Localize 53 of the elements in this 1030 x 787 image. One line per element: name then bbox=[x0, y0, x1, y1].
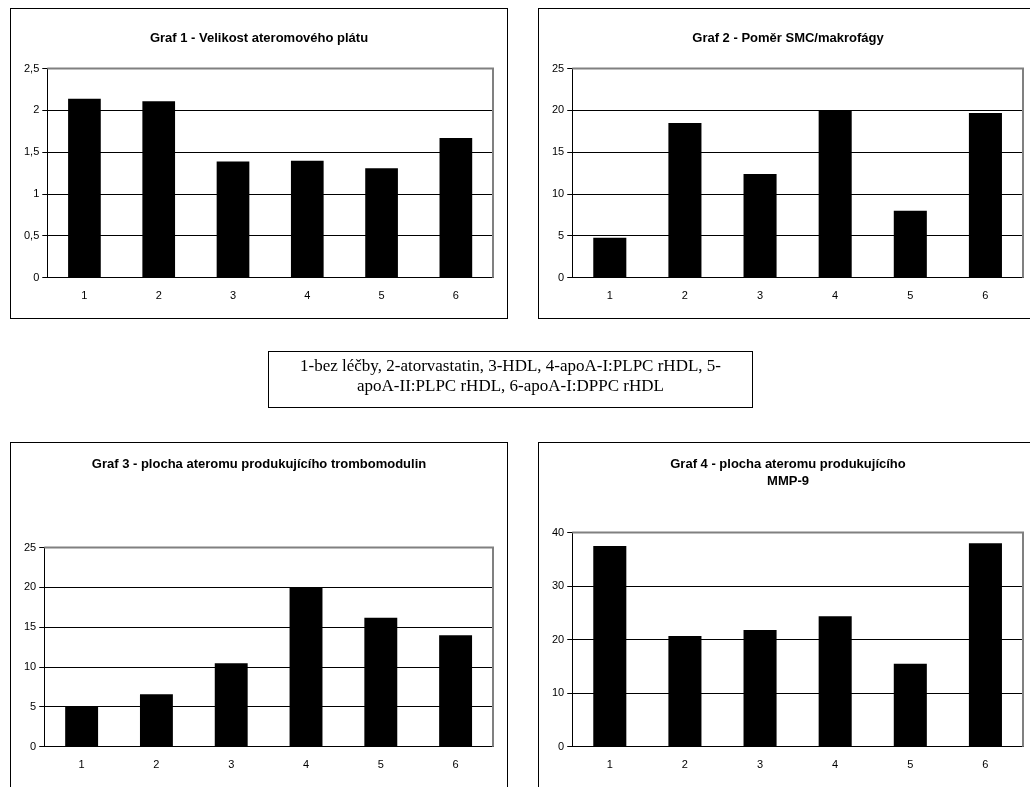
y-tick-label: 1 bbox=[33, 187, 40, 200]
y-tick-label: 0 bbox=[558, 739, 565, 752]
y-tick-label: 2,5 bbox=[23, 61, 40, 74]
bar bbox=[593, 237, 627, 278]
x-tick-label: 6 bbox=[452, 289, 459, 302]
x-tick-label: 2 bbox=[681, 758, 688, 771]
y-tick-label: 15 bbox=[23, 620, 37, 633]
x-tick-label: 6 bbox=[452, 758, 459, 771]
y-tick-label: 0,5 bbox=[23, 228, 40, 241]
x-tick-label: 5 bbox=[907, 758, 914, 771]
x-tick-label: 1 bbox=[606, 758, 613, 771]
chart-title: Graf 3 - plocha ateromu produkujícího trombomodulin bbox=[90, 455, 428, 472]
x-tick-label: 2 bbox=[155, 289, 162, 302]
y-tick-label: 0 bbox=[30, 739, 37, 752]
x-tick-label: 3 bbox=[228, 758, 235, 771]
y-tick-label: 5 bbox=[558, 228, 565, 241]
x-tick-label: 1 bbox=[81, 289, 88, 302]
y-tick-label: 5 bbox=[30, 699, 37, 712]
x-tick-label: 3 bbox=[756, 289, 764, 302]
x-tick-label: 4 bbox=[832, 289, 839, 302]
x-tick-label: 2 bbox=[153, 758, 160, 771]
x-tick-label: 6 bbox=[982, 289, 989, 302]
y-tick-label: 0 bbox=[558, 270, 565, 283]
chart-title: Graf 2 - Poměr SMC/makrofágy bbox=[691, 29, 885, 46]
y-tick-label: 25 bbox=[551, 61, 565, 74]
x-tick-label: 5 bbox=[378, 289, 385, 302]
y-tick-label: 10 bbox=[551, 187, 565, 200]
x-tick-label: 5 bbox=[377, 758, 384, 771]
y-tick-label: 2 bbox=[33, 103, 40, 116]
y-tick-label: 1,5 bbox=[23, 145, 40, 158]
x-tick-label: 1 bbox=[78, 758, 85, 771]
y-tick-label: 0 bbox=[33, 270, 40, 283]
x-tick-label: 4 bbox=[832, 758, 839, 771]
x-tick-label: 4 bbox=[304, 289, 311, 302]
y-tick-label: 30 bbox=[551, 579, 565, 592]
x-tick-label: 3 bbox=[229, 289, 237, 302]
chart-title: Graf 1 - Velikost ateromového plátu bbox=[148, 29, 370, 46]
x-tick-label: 4 bbox=[302, 758, 310, 771]
y-tick-label: 20 bbox=[23, 580, 37, 593]
y-tick-label: 25 bbox=[23, 540, 37, 553]
x-tick-label: 1 bbox=[606, 289, 613, 302]
y-tick-label: 20 bbox=[551, 103, 565, 116]
x-tick-label: 3 bbox=[756, 758, 764, 771]
text: 1-bez léčby, 2-atorvastatin, 3-HDL, 4-apoA-I:PLPC rHDL, 5-apoA-II:PLPC rHDL, 6-apoA-I:DPPC rHDL bbox=[299, 356, 722, 396]
y-tick-label: 20 bbox=[551, 632, 565, 645]
y-tick-label: 10 bbox=[551, 686, 565, 699]
y-tick-label: 40 bbox=[551, 525, 565, 538]
x-tick-label: 2 bbox=[681, 289, 688, 302]
x-tick-label: 5 bbox=[907, 289, 914, 302]
y-tick-label: 10 bbox=[23, 660, 37, 673]
chart-title: Graf 4 - plocha ateromu produkujícího MMP-9 bbox=[669, 455, 907, 489]
y-tick-label: 15 bbox=[551, 145, 565, 158]
x-tick-label: 6 bbox=[982, 758, 989, 771]
